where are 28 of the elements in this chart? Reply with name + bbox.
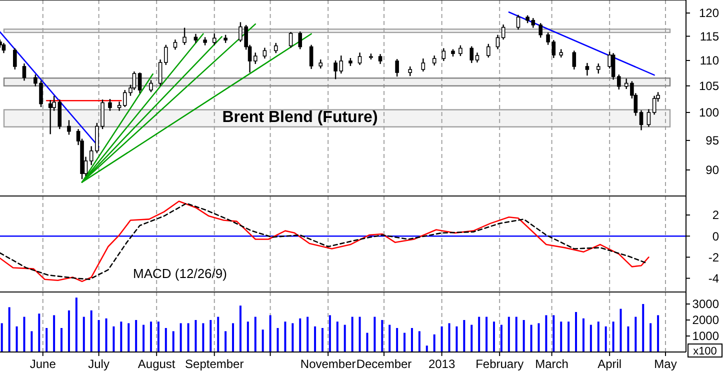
y-tick-label: 90 xyxy=(706,163,720,178)
x-tick-label: February xyxy=(476,357,524,371)
y-tick-label: 3000 xyxy=(692,297,720,312)
y-tick-label: 1000 xyxy=(692,329,720,344)
y-tick-label: -4 xyxy=(708,271,720,286)
y-tick-label: 2 xyxy=(712,208,720,222)
x-tick-label: March xyxy=(535,357,568,371)
y-tick-label: -2 xyxy=(708,250,720,264)
y-tick-label: 115 xyxy=(700,29,720,44)
text: MACD (12/26/9) xyxy=(133,266,227,281)
x-tick-label: July xyxy=(88,357,110,371)
x-tick-label: September xyxy=(185,357,244,371)
text: Brent Blend (Future) xyxy=(222,109,378,126)
y-tick-label: 100 xyxy=(698,106,720,120)
y-tick-label: 120 xyxy=(698,6,720,20)
x-tick-label: August xyxy=(138,357,176,371)
y-tick-label: 2000 xyxy=(692,313,720,328)
x-tick-label: April xyxy=(598,357,622,371)
y-tick-label: 105 xyxy=(698,79,720,94)
x-tick-label: June xyxy=(30,357,56,371)
y-tick-label: 95 xyxy=(706,134,720,148)
text: x100 xyxy=(693,345,717,358)
y-tick-label: 110 xyxy=(700,54,720,68)
y-tick-label: 0 xyxy=(712,229,720,244)
x-tick-label: December xyxy=(356,357,412,371)
x-tick-label: November xyxy=(300,357,356,371)
x-tick-label: 2013 xyxy=(428,357,456,371)
x-tick-label: May xyxy=(654,357,677,371)
